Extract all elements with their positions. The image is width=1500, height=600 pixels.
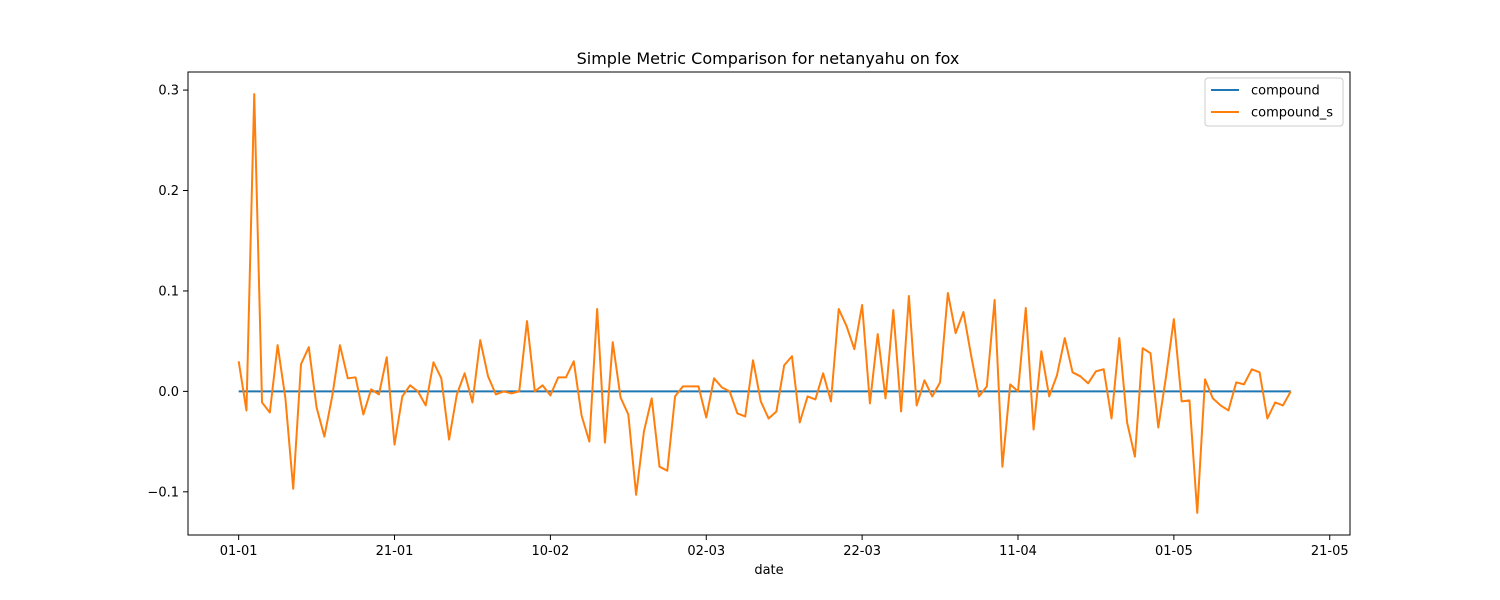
x-tick-label: 21-01: [376, 544, 414, 559]
x-tick-label: 10-02: [532, 544, 570, 559]
x-axis: 01-01 21-01 10-02 02-03 22-03 11-04 01-05 21-05: [220, 535, 1349, 559]
legend-label-compound-s: compound_s: [1251, 106, 1333, 121]
x-tick-label: 21-05: [1311, 544, 1349, 559]
y-tick-label: −0.1: [147, 485, 179, 500]
chart-title: Simple Metric Comparison for netanyahu o…: [577, 49, 960, 68]
plot-frame: [187, 71, 1351, 536]
series-layer: [237, 93, 1292, 514]
y-tick-label: 0.2: [158, 184, 179, 199]
x-tick-label: 01-01: [220, 544, 258, 559]
legend: compound compound_s: [1204, 77, 1344, 127]
x-tick-label: 01-05: [1155, 544, 1193, 559]
y-tick-label: 0.0: [158, 385, 179, 400]
x-tick-label: 02-03: [687, 544, 725, 559]
x-tick-label: 11-04: [999, 544, 1037, 559]
series-line-compound-s: [237, 93, 1292, 514]
legend-label-compound: compound: [1251, 84, 1320, 99]
y-tick-label: 0.3: [158, 84, 179, 99]
y-tick-label: 0.1: [158, 284, 179, 299]
legend-box: [1204, 77, 1344, 127]
x-axis-title: date: [754, 563, 783, 578]
y-axis: −0.1 0.0 0.1 0.2 0.3: [147, 84, 188, 500]
x-tick-label: 22-03: [843, 544, 881, 559]
